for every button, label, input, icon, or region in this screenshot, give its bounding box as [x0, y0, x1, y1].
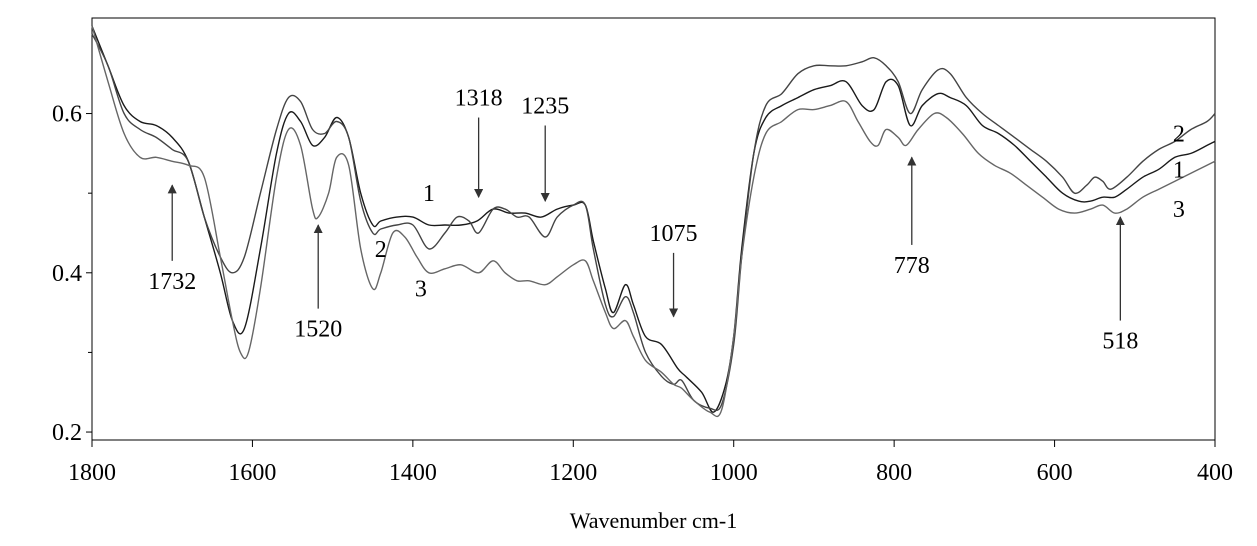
plot-border — [91, 17, 1216, 441]
series-line-3 — [91, 25, 1216, 418]
plot-frame — [91, 17, 1216, 441]
y-tick-label: 0.2 — [52, 420, 82, 446]
curve-label: 1 — [1173, 157, 1185, 183]
x-tick-label: 1000 — [710, 460, 758, 486]
series-layer — [91, 25, 1216, 418]
annotation-label: 1520 — [294, 317, 342, 343]
curve-label: 2 — [1173, 121, 1185, 147]
series-line-1 — [91, 25, 1216, 413]
annotation-label: 1235 — [521, 94, 569, 120]
y-tick-label: 0.6 — [52, 102, 82, 128]
curve-label: 2 — [375, 237, 387, 263]
y-tick-label: 0.4 — [52, 261, 82, 287]
x-tick-label: 1200 — [549, 460, 597, 486]
series-line-2 — [91, 33, 1216, 412]
x-tick-label: 400 — [1197, 460, 1233, 486]
x-tick-label: 1600 — [228, 460, 276, 486]
x-tick-label: 600 — [1037, 460, 1073, 486]
annotation-label: 1732 — [148, 269, 196, 295]
curve-label-layer: 1 2 3 2 1 3 — [375, 121, 1185, 302]
annotation-layer: 1732 1520 1318 1235 1075 778 518 — [148, 86, 1138, 355]
annotation-label: 1075 — [650, 221, 698, 247]
annotation-label: 1318 — [455, 86, 503, 112]
curve-label: 3 — [1173, 197, 1185, 223]
curve-label: 3 — [415, 277, 427, 303]
x-axis-title: Wavenumber cm-1 — [570, 508, 737, 533]
y-axis: 0.6 0.4 0.2 — [52, 102, 92, 446]
x-tick-label: 800 — [876, 460, 912, 486]
x-tick-label: 1400 — [389, 460, 437, 486]
annotation-label: 518 — [1102, 328, 1138, 354]
x-axis: 1800 1600 1400 1200 1000 800 600 400 — [68, 440, 1233, 486]
x-tick-label: 1800 — [68, 460, 116, 486]
annotation-label: 778 — [894, 253, 930, 279]
curve-label: 1 — [423, 181, 435, 207]
